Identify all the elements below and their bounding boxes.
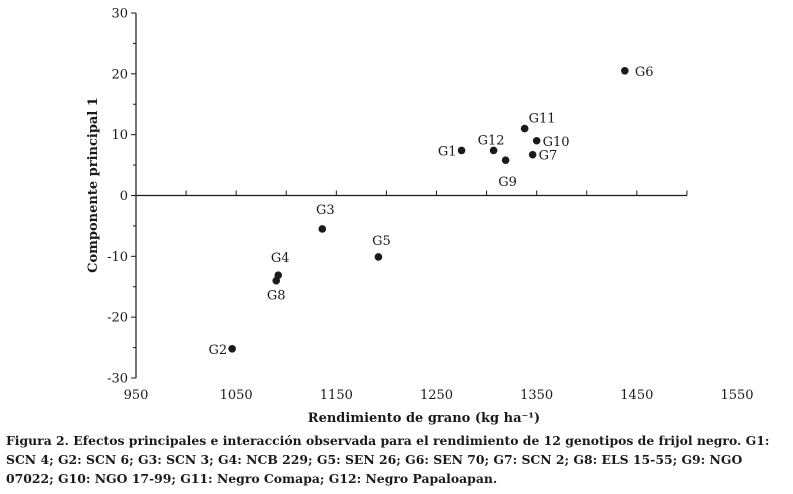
x-tick-label: 1550 [720, 388, 753, 403]
x-tick-label: 1050 [220, 388, 253, 403]
x-tick-label: 1450 [620, 388, 653, 403]
point-label-g11: G11 [529, 112, 556, 127]
point-label-g3: G3 [316, 203, 335, 218]
point-label-g9: G9 [498, 175, 517, 190]
x-tick-label: 1350 [520, 388, 553, 403]
data-point-g7 [528, 150, 537, 159]
point-label-g12: G12 [478, 133, 505, 148]
data-point-g2 [228, 345, 236, 353]
x-axis-title: Rendimiento de grano (kg ha⁻¹) [308, 411, 540, 426]
y-axis-title: Componente principal 1 [86, 97, 101, 273]
point-label-g5: G5 [372, 234, 391, 249]
y-tick-label: 30 [111, 7, 128, 22]
y-tick-label: -20 [107, 311, 128, 326]
data-point-g3 [318, 225, 327, 233]
point-label-g1: G1 [438, 144, 457, 159]
data-point-g6 [621, 66, 629, 75]
data-point-g5 [374, 253, 383, 261]
axes [135, 13, 687, 378]
point-label-g6: G6 [635, 65, 654, 80]
y-tick-label: 0 [120, 189, 128, 204]
data-point-g10 [532, 136, 541, 145]
y-tick-label: -30 [107, 372, 128, 387]
point-label-g4: G4 [271, 251, 290, 266]
y-tick-label: 20 [111, 67, 128, 82]
y-tick-label: 10 [111, 128, 128, 143]
x-tick-label: 1150 [320, 388, 353, 403]
data-point-g11 [520, 124, 529, 133]
y-tick-label: -10 [107, 250, 128, 265]
data-points: G1 G2 G3 G4 G5 G6 G7 G8 G9 G10 G11 G12 [209, 65, 654, 358]
x-tick-label: 1250 [420, 388, 453, 403]
figure-caption: Figura 2. Efectos principales e interacc… [6, 433, 770, 486]
x-tick-label: 950 [124, 388, 149, 403]
point-label-g10: G10 [543, 135, 570, 150]
point-label-g8: G8 [267, 289, 286, 304]
data-point-g12 [489, 146, 498, 155]
data-point-g9 [501, 156, 510, 165]
point-label-g7: G7 [539, 149, 558, 164]
data-point-g1 [457, 146, 466, 155]
point-label-g2: G2 [209, 343, 228, 358]
data-point-g8 [272, 276, 281, 285]
